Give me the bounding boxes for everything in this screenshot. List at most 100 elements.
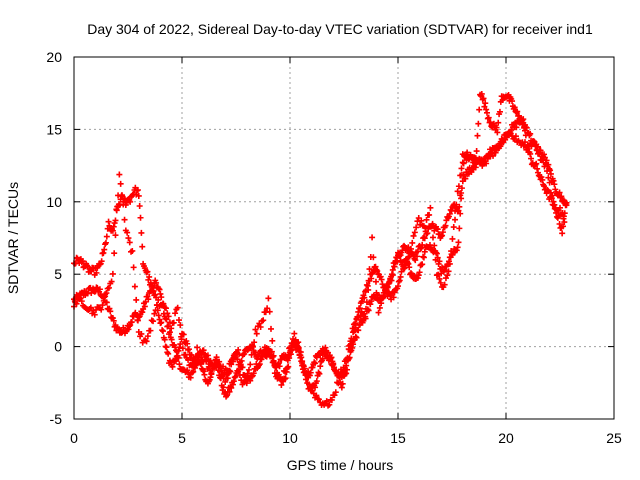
data-point (483, 106, 490, 113)
data-point (190, 368, 197, 375)
data-point (295, 339, 302, 346)
data-point (454, 188, 461, 195)
data-point (458, 190, 465, 197)
data-point (166, 329, 173, 336)
data-point (150, 288, 157, 295)
data-point (547, 170, 554, 177)
data-point (476, 106, 483, 113)
x-tick-label: 20 (498, 430, 514, 446)
chart-title: Day 304 of 2022, Sidereal Day-to-day VTE… (87, 21, 593, 37)
data-point (304, 380, 311, 387)
data-point (392, 258, 399, 265)
data-point (439, 232, 446, 239)
data-point (302, 376, 309, 383)
data-point (455, 239, 462, 246)
data-point (105, 218, 112, 225)
data-point (163, 316, 170, 323)
data-point (150, 318, 157, 325)
data-point (145, 296, 152, 303)
data-point (287, 347, 294, 354)
data-point (109, 270, 116, 277)
data-point (155, 312, 162, 319)
data-point (283, 366, 290, 373)
x-axis-title: GPS time / hours (287, 457, 394, 473)
data-point (239, 364, 246, 371)
x-tick-label: 5 (178, 430, 186, 446)
data-point (130, 264, 137, 271)
x-tick-label: 10 (282, 430, 298, 446)
data-point (187, 374, 194, 381)
data-point (479, 162, 486, 169)
data-point (396, 253, 403, 260)
data-point (426, 211, 433, 218)
data-point (335, 380, 342, 387)
data-point (539, 176, 546, 183)
data-point (152, 291, 159, 298)
data-point (99, 302, 106, 309)
data-point (365, 286, 372, 293)
data-point (520, 116, 527, 123)
data-point (379, 281, 386, 288)
data-point (141, 303, 148, 310)
data-point (487, 119, 494, 126)
data-point (433, 250, 440, 257)
data-point (110, 317, 117, 324)
data-point (409, 239, 416, 246)
data-point (179, 345, 186, 352)
data-point (358, 298, 365, 305)
data-point (428, 223, 435, 230)
data-points (71, 90, 570, 409)
data-point (432, 256, 439, 263)
data-point (446, 210, 453, 217)
y-tick-label: 0 (54, 339, 62, 355)
data-point (458, 185, 465, 192)
data-point (347, 342, 354, 349)
data-point (136, 202, 143, 209)
data-point (147, 327, 154, 334)
data-point (78, 298, 85, 305)
data-point (493, 124, 500, 131)
data-point (520, 142, 527, 149)
data-point (414, 275, 421, 282)
data-point (339, 369, 346, 376)
data-point (423, 216, 430, 223)
data-point (407, 245, 414, 252)
data-point (252, 326, 259, 333)
data-point (533, 146, 540, 153)
data-point (120, 324, 127, 331)
data-point (434, 226, 441, 233)
data-point (513, 124, 520, 131)
data-point (156, 286, 163, 293)
data-point (457, 210, 464, 217)
data-point (222, 378, 229, 385)
data-point (328, 397, 335, 404)
data-point (301, 368, 308, 375)
data-point (458, 195, 465, 202)
data-point (328, 354, 335, 361)
data-point (441, 281, 448, 288)
data-point (374, 291, 381, 298)
data-point (124, 229, 131, 236)
data-point (462, 175, 469, 182)
data-point (188, 351, 195, 358)
data-point (299, 358, 306, 365)
data-point (382, 287, 389, 294)
data-point (260, 317, 267, 324)
data-point (120, 201, 127, 208)
data-point (190, 360, 197, 367)
data-point (128, 318, 135, 325)
data-point (88, 268, 95, 275)
data-point (541, 183, 548, 190)
data-point (371, 263, 378, 270)
data-point (268, 348, 275, 355)
data-point (514, 108, 521, 115)
data-point (235, 361, 242, 368)
data-point (480, 95, 487, 102)
data-point (300, 362, 307, 369)
data-point (511, 104, 518, 111)
data-point (169, 363, 176, 370)
data-point (560, 215, 567, 222)
data-point (241, 350, 248, 357)
data-point (79, 258, 86, 265)
